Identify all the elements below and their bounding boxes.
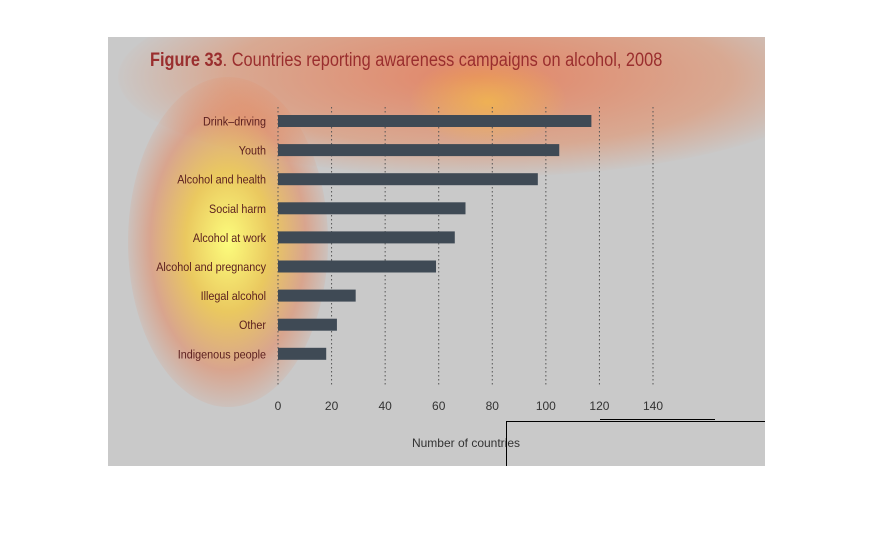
- x-tick-label-80: 80: [486, 399, 500, 413]
- cursor-trace: [506, 421, 765, 422]
- cursor-trace-vertical: [506, 422, 507, 466]
- x-tick-label-40: 40: [378, 399, 392, 413]
- category-label-3: Social harm: [209, 203, 266, 216]
- category-label-1: Youth: [239, 145, 266, 158]
- bar-0: [278, 115, 592, 127]
- bar-5: [278, 260, 437, 273]
- x-tick-label-60: 60: [432, 399, 446, 413]
- x-tick-label-20: 20: [325, 399, 339, 413]
- x-tick-label-140: 140: [643, 399, 663, 413]
- x-axis-label: Number of countries: [412, 436, 520, 450]
- chart-title-text: . Countries reporting awareness campaign…: [222, 50, 663, 71]
- bar-6: [278, 289, 356, 302]
- x-tick-label-120: 120: [589, 399, 609, 413]
- category-label-0: Drink–driving: [203, 116, 266, 129]
- bar-1: [278, 144, 560, 157]
- bar-8: [278, 347, 327, 360]
- category-label-4: Alcohol at work: [193, 232, 266, 245]
- chart-panel: Figure 33. Countries reporting awareness…: [108, 37, 765, 466]
- bar-3: [278, 202, 466, 215]
- category-label-5: Alcohol and pregnancy: [156, 262, 266, 275]
- category-label-6: Illegal alcohol: [201, 291, 266, 304]
- x-tick-label-0: 0: [275, 399, 282, 413]
- x-tick-label-100: 100: [536, 399, 556, 413]
- chart-title: Figure 33. Countries reporting awareness…: [150, 50, 662, 72]
- bar-chart: Drink–driving Youth Alcohol and health Soci…: [156, 107, 663, 450]
- category-label-7: Other: [239, 320, 266, 333]
- cursor-trace-upper: [600, 419, 715, 420]
- chart-title-figure: Figure 33: [150, 50, 223, 71]
- category-label-2: Alcohol and health: [177, 174, 266, 187]
- category-label-8: Indigenous people: [178, 349, 266, 362]
- bar-4: [278, 231, 455, 244]
- bar-7: [278, 318, 337, 331]
- bar-2: [278, 173, 538, 186]
